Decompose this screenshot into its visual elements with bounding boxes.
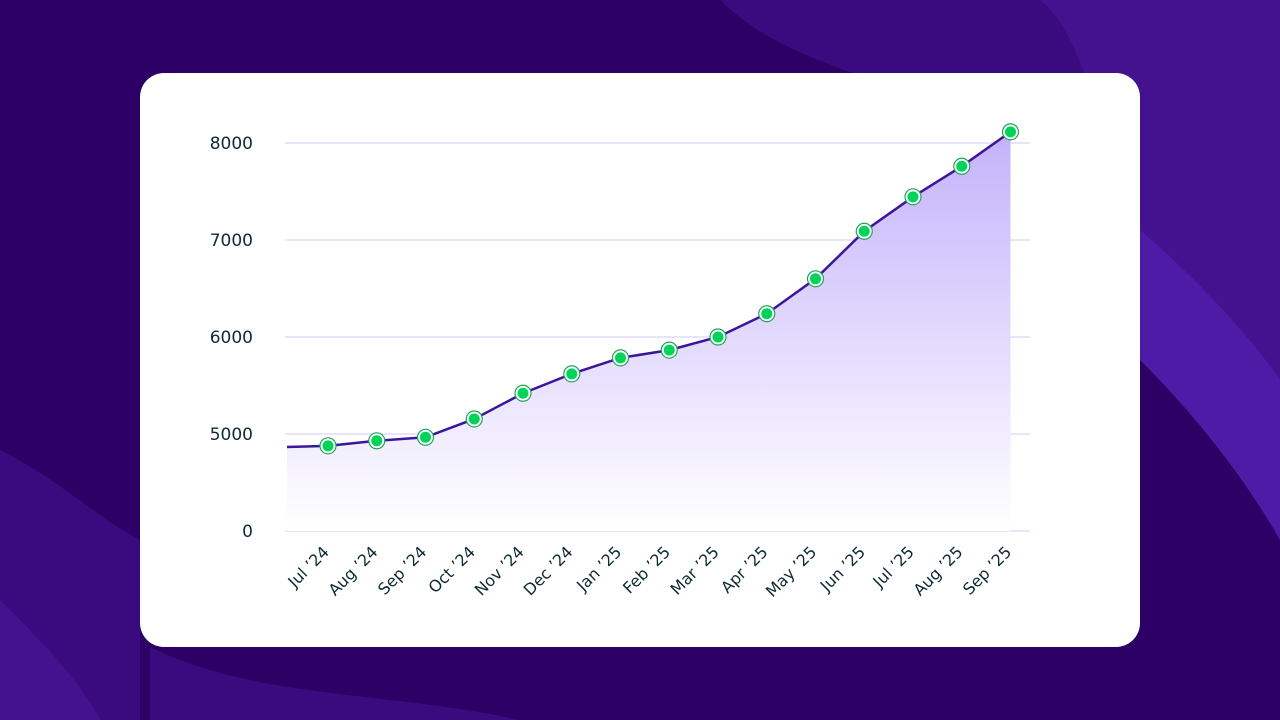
data-point-dot xyxy=(858,225,870,237)
wave xyxy=(150,647,520,720)
data-point-dot xyxy=(420,431,431,443)
y-tick-label: 7000 xyxy=(210,231,253,251)
data-point-dot xyxy=(761,308,773,320)
data-point-dot xyxy=(322,440,334,452)
data-point-dot xyxy=(956,160,968,172)
wave xyxy=(0,600,100,720)
data-point-dot xyxy=(712,331,724,343)
x-tick-label: Oct ’24 xyxy=(424,542,479,597)
x-tick-label: Aug ’24 xyxy=(324,542,381,599)
x-tick-label: May ’25 xyxy=(762,542,820,600)
y-axis-ticks: 0 5000 6000 7000 8000 xyxy=(210,134,253,542)
x-tick-label: Nov ’24 xyxy=(471,542,528,599)
x-tick-label: Sep ’25 xyxy=(959,542,1015,598)
data-point-dot xyxy=(566,368,578,380)
y-tick-label: 0 xyxy=(242,522,253,542)
area-fill xyxy=(287,131,1011,531)
data-line xyxy=(286,130,1012,449)
x-tick-label: Sep ’24 xyxy=(374,542,430,598)
wave xyxy=(1140,230,1280,540)
data-point-dot xyxy=(517,387,529,399)
y-tick-label: 8000 xyxy=(210,134,253,154)
data-markers xyxy=(319,123,1020,455)
data-point-dot xyxy=(810,273,821,285)
data-point-dot xyxy=(371,435,383,447)
x-tick-label: Feb ’25 xyxy=(619,542,674,597)
data-point-dot xyxy=(663,344,675,356)
x-tick-label: Jan ’25 xyxy=(572,542,625,595)
data-point-dot xyxy=(1005,126,1016,138)
y-tick-label: 5000 xyxy=(210,425,253,445)
x-tick-label: Aug ’25 xyxy=(909,542,966,599)
x-tick-label: Dec ’24 xyxy=(520,542,577,599)
data-point-dot xyxy=(468,413,480,425)
x-tick-label: Mar ’25 xyxy=(666,542,722,598)
data-point-dot xyxy=(907,191,919,203)
x-tick-label: Jun ’25 xyxy=(816,542,869,595)
y-tick-label: 6000 xyxy=(210,328,253,348)
data-point-dot xyxy=(615,352,626,364)
